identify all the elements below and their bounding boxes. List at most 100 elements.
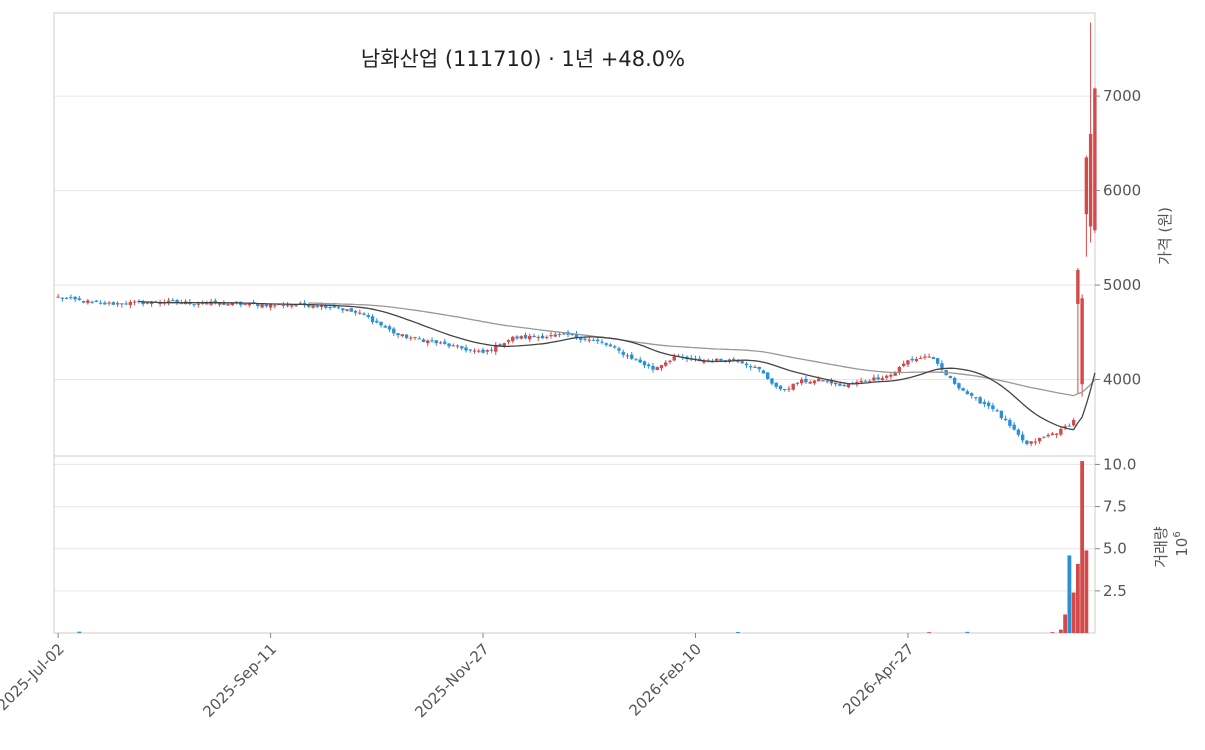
candle-body <box>702 360 706 363</box>
volume-bar <box>1058 629 1063 633</box>
volume-bar <box>927 632 932 633</box>
candle-body <box>81 300 86 303</box>
candle-body <box>1029 441 1033 444</box>
candle-body <box>64 297 69 299</box>
candle-body <box>1046 434 1050 437</box>
volume-bar <box>965 631 970 633</box>
candle-body <box>732 358 736 361</box>
candle-body <box>897 366 902 372</box>
candle-body <box>812 380 817 384</box>
candle-body <box>103 302 107 305</box>
candle-body <box>396 333 400 336</box>
candle-body <box>621 351 625 355</box>
candle-body <box>957 383 961 389</box>
candle-body <box>498 344 502 346</box>
candle-body <box>893 371 897 376</box>
candle-body <box>838 383 842 386</box>
candle-body <box>502 343 506 347</box>
candle-body <box>1025 440 1029 445</box>
candle-body <box>715 358 719 361</box>
candle-body <box>740 361 744 364</box>
candle-body <box>192 304 196 306</box>
candle-body <box>982 401 987 404</box>
candle-body <box>217 302 222 305</box>
candle-body <box>141 301 145 305</box>
price-panel-frame <box>53 12 1096 457</box>
candle-body <box>175 300 179 303</box>
candle-body <box>383 326 387 328</box>
candle-body <box>375 320 379 323</box>
candle-body <box>260 304 264 308</box>
candle-body <box>413 336 417 338</box>
candle-body <box>1020 434 1025 441</box>
candle-body <box>345 309 349 311</box>
candle-body <box>1012 424 1016 430</box>
volume-tick-label: 2.5 <box>1103 582 1127 600</box>
candle-body <box>392 328 396 334</box>
candle-body <box>409 337 413 339</box>
candle-body <box>579 338 583 340</box>
candle-body <box>506 340 511 343</box>
candle-body <box>285 305 290 307</box>
candle-body <box>281 304 286 306</box>
volume-bar <box>1080 461 1085 633</box>
candle-body <box>451 345 455 347</box>
volume-tick-label: 5.0 <box>1103 540 1127 558</box>
candle-body <box>557 334 562 336</box>
candle-body <box>1076 269 1080 304</box>
volume-tick-label: 7.5 <box>1103 498 1127 516</box>
candle-body <box>205 303 209 305</box>
candle-body <box>264 304 269 307</box>
candle-body <box>311 305 315 308</box>
candle-body <box>859 380 863 383</box>
candle-body <box>460 346 464 349</box>
candle-body <box>519 336 523 339</box>
candle-body <box>935 358 940 364</box>
candle-body <box>821 380 825 382</box>
candle-body <box>1059 428 1063 435</box>
volume-bar <box>1084 550 1089 633</box>
volume-bar <box>736 631 740 633</box>
candle-body <box>477 350 481 352</box>
candle-body <box>332 305 337 308</box>
candle-body <box>417 338 421 340</box>
candle-body <box>1037 437 1042 442</box>
chart-title: 남화산업 (111710) · 1년 +48.0% <box>361 47 685 71</box>
candle-body <box>961 388 965 391</box>
candle-body <box>672 356 676 361</box>
candle-body <box>387 326 392 330</box>
candle-body <box>230 302 235 306</box>
candle-body <box>481 349 485 353</box>
candle-body <box>553 334 557 337</box>
candle-body <box>107 302 111 304</box>
candle-body <box>468 349 472 351</box>
candle-body <box>115 303 120 305</box>
price-axis-label: 가격 (원) <box>1156 207 1174 265</box>
candle-body <box>56 296 60 298</box>
candle-body <box>128 301 133 306</box>
volume-unit-label: 106 <box>1172 531 1191 556</box>
candle-body <box>901 363 906 367</box>
candle-body <box>137 301 141 303</box>
candle-body <box>528 335 532 340</box>
candle-body <box>655 367 659 371</box>
candle-body <box>307 304 311 307</box>
candle-body <box>829 379 834 384</box>
candle-body <box>825 380 829 382</box>
candle-body <box>166 300 171 302</box>
candle-body <box>863 380 868 382</box>
candle-body <box>1033 441 1038 443</box>
candle-body <box>630 354 634 359</box>
candle-body <box>757 366 761 370</box>
candle-body <box>783 388 787 390</box>
candle-body <box>634 359 638 361</box>
candle-body <box>485 350 489 352</box>
candle-body <box>744 363 749 366</box>
candle-body <box>574 334 579 338</box>
volume-bar <box>1050 632 1055 633</box>
candle-body <box>268 304 273 308</box>
candle-body <box>774 382 778 387</box>
candle-body <box>978 397 982 404</box>
candle-body <box>876 377 880 380</box>
candle-body <box>604 343 608 345</box>
